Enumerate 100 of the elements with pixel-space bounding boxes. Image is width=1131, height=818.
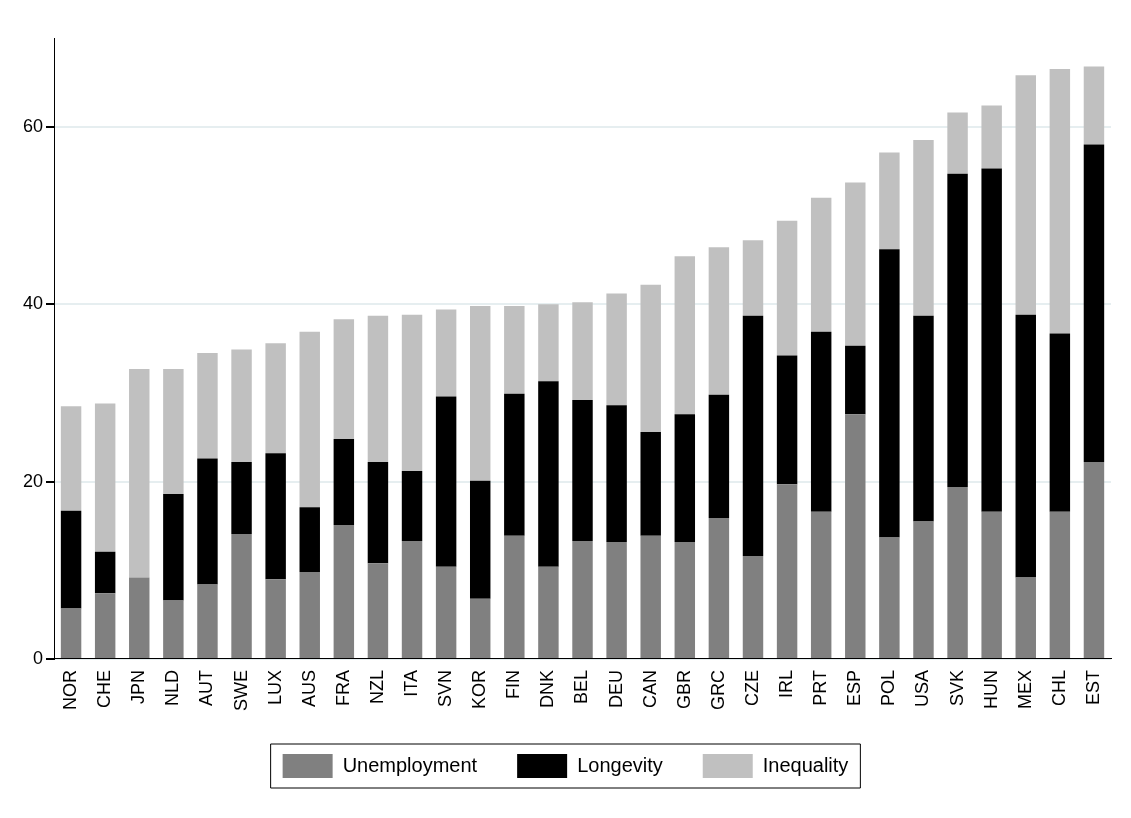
- bar: [367, 563, 389, 658]
- bar: [299, 331, 320, 508]
- bar: [845, 414, 866, 658]
- x-tick-label: CHE: [94, 670, 115, 709]
- x-tick-label: EST: [1082, 670, 1103, 706]
- bar: [640, 284, 661, 432]
- x-tick-label: SWE: [230, 670, 251, 712]
- x-tick-label: FRA: [332, 670, 353, 706]
- bar: [879, 537, 900, 658]
- x-tick-label: SVN: [435, 670, 456, 708]
- x-tick-label: LUX: [264, 670, 285, 706]
- bar: [1015, 314, 1036, 578]
- bar: [1083, 66, 1105, 145]
- bar: [742, 315, 764, 557]
- bar: [299, 572, 320, 658]
- bar: [708, 247, 730, 395]
- bar: [1049, 69, 1071, 334]
- x-tick-label: AUS: [298, 670, 319, 708]
- x-tick-label: USA: [912, 670, 933, 708]
- bar: [572, 302, 593, 400]
- bar: [231, 349, 252, 463]
- bar: [265, 453, 286, 580]
- x-tick-label: ITA: [401, 670, 421, 697]
- bar: [333, 525, 355, 658]
- x-tick-label: BEL: [571, 670, 592, 705]
- x-tick-label: NLD: [162, 670, 183, 707]
- bar: [163, 600, 184, 658]
- bar: [504, 535, 525, 658]
- bar: [708, 517, 730, 658]
- bar: [810, 511, 832, 658]
- y-tick-label: 20: [22, 470, 44, 491]
- y-tick-label: 60: [22, 115, 44, 136]
- bar: [435, 309, 457, 397]
- bar: [640, 535, 661, 658]
- bar: [94, 403, 116, 552]
- bar: [674, 256, 696, 415]
- bar: [538, 566, 559, 658]
- legend-label: Unemployment: [342, 753, 478, 776]
- bar: [231, 533, 252, 658]
- x-tick-label: JPN: [128, 670, 149, 705]
- x-tick-label: NOR: [60, 670, 81, 710]
- bar: [435, 566, 457, 658]
- bar: [129, 577, 150, 658]
- bar: [60, 406, 82, 511]
- bar: [94, 551, 116, 594]
- bar: [810, 197, 832, 332]
- bar: [333, 438, 355, 526]
- bar: [367, 462, 389, 564]
- bar: [674, 541, 696, 658]
- bar: [981, 105, 1002, 169]
- bar: [572, 399, 593, 542]
- x-tick-label: NZL: [366, 670, 387, 705]
- bar: [913, 521, 934, 658]
- y-tick-label: 0: [33, 647, 44, 668]
- bar: [845, 345, 866, 415]
- bar: [197, 584, 218, 658]
- bar: [231, 462, 252, 534]
- bar: [1049, 333, 1071, 512]
- bar: [947, 112, 968, 174]
- bar: [504, 393, 525, 536]
- x-tick-label: PRT: [810, 670, 831, 706]
- bar: [469, 598, 491, 658]
- bar: [640, 431, 661, 536]
- x-tick-label: DNK: [537, 670, 558, 709]
- bar: [60, 510, 82, 609]
- bar: [742, 240, 764, 316]
- bar: [401, 541, 423, 658]
- x-tick-label: MEX: [1014, 670, 1035, 710]
- x-tick-label: SVK: [946, 670, 967, 707]
- bar: [879, 152, 900, 250]
- bar: [367, 315, 389, 463]
- bar: [1083, 462, 1105, 658]
- bar: [742, 556, 764, 658]
- bar: [401, 470, 423, 542]
- bar: [947, 486, 968, 658]
- x-tick-label: HUN: [980, 670, 1001, 709]
- bar: [1015, 75, 1036, 315]
- bar: [913, 315, 934, 522]
- bar: [1015, 577, 1036, 658]
- x-tick-label: IRL: [776, 670, 797, 699]
- x-tick-label: GBR: [673, 670, 694, 710]
- bar: [265, 579, 286, 658]
- legend-label: Inequality: [762, 753, 849, 776]
- bar: [538, 381, 559, 567]
- x-tick-label: ESP: [844, 670, 865, 707]
- legend-label: Longevity: [577, 753, 663, 776]
- bar: [197, 352, 218, 459]
- x-tick-label: GRC: [707, 670, 728, 710]
- bar: [1049, 511, 1071, 658]
- bar: [1083, 144, 1105, 463]
- bar: [94, 593, 116, 658]
- bar: [265, 343, 286, 454]
- bar: [606, 405, 627, 542]
- bar: [947, 173, 968, 487]
- bar: [435, 396, 457, 567]
- x-tick-label: AUT: [196, 669, 217, 706]
- x-tick-label: FIN: [503, 670, 524, 699]
- x-tick-label: CZE: [741, 670, 762, 706]
- bar: [606, 293, 627, 406]
- x-tick-label: POL: [878, 670, 899, 707]
